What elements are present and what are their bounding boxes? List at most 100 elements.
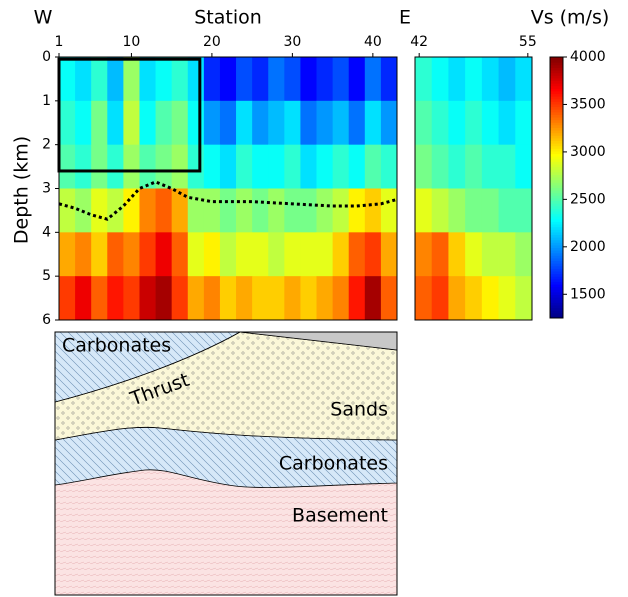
colorbar-tick-label: 1500	[570, 286, 606, 302]
colorbar-step	[550, 229, 563, 233]
heatmap-cell	[380, 188, 398, 233]
heatmap-cell	[252, 276, 269, 321]
heatmap-cell	[236, 188, 253, 233]
heatmap-cell	[348, 276, 366, 321]
heatmap-cell	[252, 57, 269, 102]
x-tick-label: 55	[519, 34, 537, 50]
colorbar-step	[550, 312, 563, 316]
colorbar-step	[550, 263, 563, 267]
heatmap-cell	[252, 232, 269, 277]
heatmap-cell	[498, 232, 516, 277]
heatmap-cell	[187, 232, 205, 277]
heatmap-cell	[123, 276, 140, 321]
heatmap-cell	[171, 100, 189, 146]
colorbar-step	[550, 109, 563, 113]
heatmap-cell	[332, 57, 350, 102]
colorbar-step	[550, 83, 563, 87]
heatmap-cell	[380, 276, 398, 321]
colorbar-step	[550, 255, 563, 259]
heatmap-panel: 42 55	[410, 34, 537, 321]
colorbar-step	[550, 221, 563, 225]
heatmap-cell	[448, 232, 466, 277]
colorbar-step	[550, 179, 563, 183]
layer-label: Sands	[330, 399, 388, 421]
colorbar-step	[550, 271, 563, 275]
heatmap-cell	[171, 276, 189, 321]
heatmap-cell	[465, 57, 483, 102]
heatmap-cell	[431, 57, 449, 102]
heatmap-cell	[481, 188, 499, 233]
colorbar-step	[550, 70, 563, 74]
colorbar-step	[550, 127, 563, 131]
colorbar-step	[550, 273, 563, 277]
heatmap-cell	[219, 100, 237, 146]
colorbar-step	[550, 122, 563, 126]
colorbar-step	[550, 208, 563, 212]
heatmap-cell	[171, 144, 189, 189]
colorbar-step	[550, 156, 563, 160]
colorbar-step	[550, 200, 563, 204]
heatmap-cell	[187, 276, 205, 321]
colorbar-tick-label: 3500	[570, 96, 606, 112]
corner-label: E	[399, 7, 411, 29]
colorbar-step	[550, 119, 563, 123]
heatmap-cell	[465, 232, 483, 277]
heatmap-cell	[139, 57, 156, 102]
heatmap-cell	[91, 144, 108, 189]
colorbar-tick-label: 4000	[570, 49, 606, 65]
heatmap-cell	[219, 276, 237, 321]
heatmap-cell	[155, 276, 173, 321]
colorbar-step	[550, 224, 563, 228]
heatmap-cell	[348, 232, 366, 277]
colorbar-step	[550, 276, 563, 280]
heatmap-cell	[380, 232, 398, 277]
heatmap-cell	[107, 232, 124, 277]
colorbar-step	[550, 237, 563, 241]
heatmap-cell	[107, 276, 124, 321]
heatmap-cell	[268, 188, 285, 233]
heatmap-cell	[203, 232, 221, 277]
heatmap-cell	[284, 57, 301, 102]
colorbar-tick-label: 3000	[570, 144, 606, 160]
colorbar-step	[550, 77, 563, 81]
heatmap-cell	[219, 188, 237, 233]
heatmap-cell	[252, 100, 269, 146]
heatmap-cell	[155, 57, 173, 102]
colorbar-step	[550, 130, 563, 134]
heatmap-cell	[448, 100, 466, 146]
colorbar-step	[550, 302, 563, 306]
colorbar-step	[550, 135, 563, 139]
colorbar-step	[550, 307, 563, 311]
colorbar-step	[550, 291, 563, 296]
heatmap-cell	[448, 57, 466, 102]
heatmap-cell	[448, 188, 466, 233]
heatmap-cell	[332, 100, 350, 146]
heatmap-cell	[75, 144, 92, 189]
colorbar-step	[550, 164, 563, 168]
x-tick-label: 20	[203, 34, 221, 50]
heatmap-cell	[236, 57, 253, 102]
heatmap-cell	[203, 188, 221, 233]
heatmap-cell	[75, 232, 92, 277]
colorbar-step	[550, 75, 563, 79]
layer-label: Basement	[292, 505, 388, 527]
colorbar-step	[550, 195, 563, 199]
heatmap-cell	[415, 57, 433, 102]
heatmap-cell	[171, 188, 189, 233]
colorbar-step	[550, 187, 563, 191]
colorbar-step	[550, 192, 563, 196]
heatmap-cell	[465, 188, 483, 233]
heatmap-cell	[75, 100, 92, 146]
heatmap-cell	[300, 188, 317, 233]
heatmap-cell	[91, 276, 108, 321]
heatmap-cell	[139, 276, 156, 321]
heatmap-cell	[107, 100, 124, 146]
heatmap-cell	[203, 144, 221, 189]
heatmap-cell	[332, 144, 350, 189]
x-tick-label: 42	[410, 34, 428, 50]
heatmap-cell	[515, 144, 533, 189]
heatmap-cell	[123, 57, 140, 102]
heatmap-cell	[431, 100, 449, 146]
heatmap-cell	[300, 232, 317, 277]
